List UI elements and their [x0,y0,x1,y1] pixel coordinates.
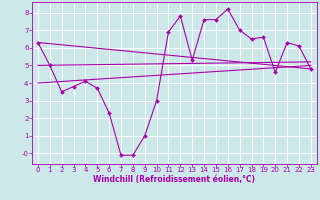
X-axis label: Windchill (Refroidissement éolien,°C): Windchill (Refroidissement éolien,°C) [93,175,255,184]
